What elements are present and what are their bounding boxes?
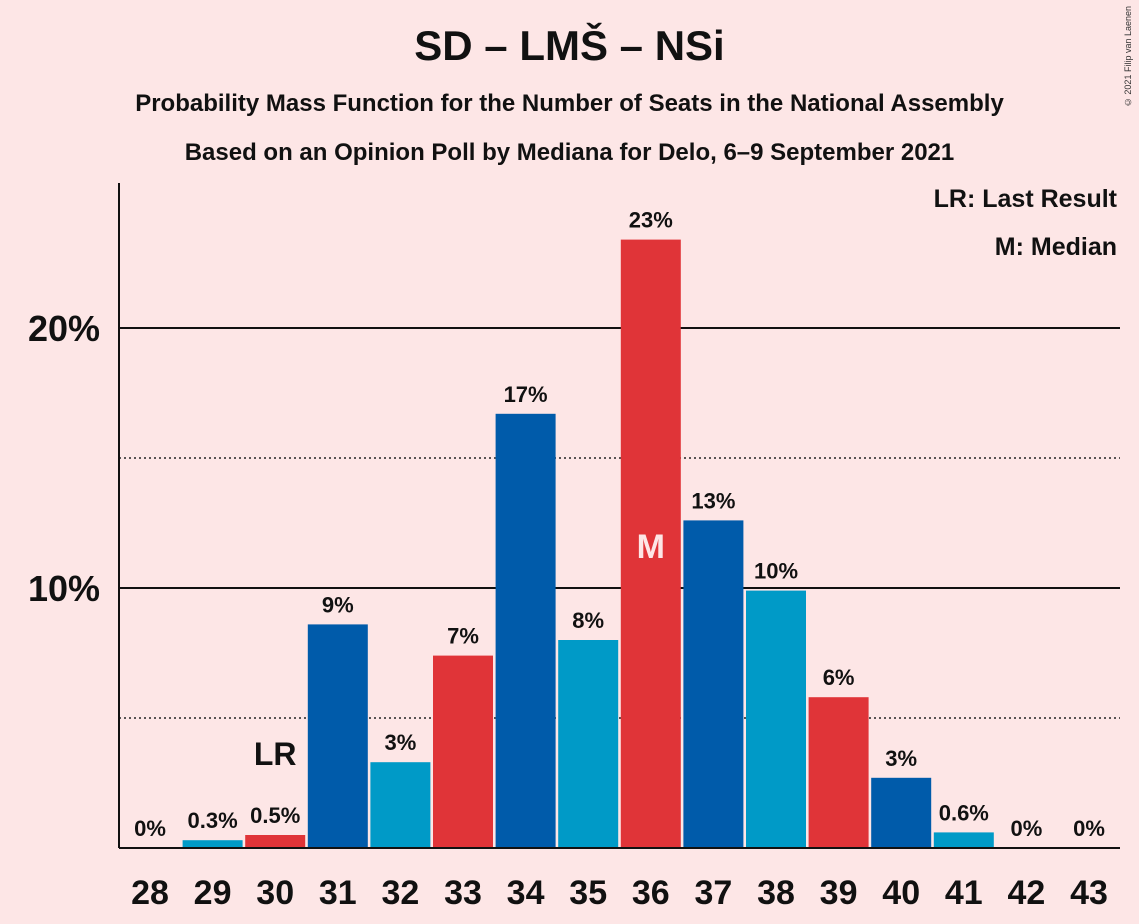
bar	[871, 777, 932, 848]
x-tick-label: 31	[319, 874, 357, 912]
value-label: 0%	[1011, 816, 1043, 841]
value-label: 0.3%	[188, 808, 238, 833]
bar	[683, 520, 744, 848]
legend-last-result: LR: Last Result	[933, 185, 1117, 213]
bar	[746, 590, 806, 848]
value-label: 7%	[447, 624, 479, 649]
value-label: 13%	[691, 488, 735, 513]
x-tick-label: 33	[444, 874, 482, 912]
value-label: 9%	[322, 592, 354, 617]
x-tick-label: 32	[381, 874, 419, 912]
bar	[558, 640, 619, 848]
y-tick-label: 10%	[28, 568, 100, 609]
chart-title: SD – LMŠ – NSi	[414, 22, 725, 69]
bars	[182, 239, 994, 849]
value-label: 0.5%	[250, 803, 300, 828]
x-tick-label: 43	[1070, 874, 1108, 912]
value-label: 17%	[504, 382, 548, 407]
value-label: 10%	[754, 559, 798, 584]
x-tick-label: 34	[507, 874, 545, 912]
y-tick-label: 20%	[28, 308, 100, 349]
bar	[370, 762, 431, 848]
x-tick-label: 28	[131, 874, 169, 912]
value-label: 6%	[823, 665, 855, 690]
x-tick-label: 29	[194, 874, 232, 912]
last-result-marker: LR	[254, 736, 297, 772]
x-tick-label: 36	[632, 874, 670, 912]
x-tick-label: 39	[820, 874, 858, 912]
value-label: 23%	[629, 208, 673, 233]
value-label: 3%	[385, 730, 417, 755]
bar	[620, 239, 681, 849]
axes: 10% 20% 28 29 30 31 32 33 34 35 36 37 38 39 40 41 42 43	[28, 183, 1120, 912]
x-tick-label: 40	[882, 874, 920, 912]
value-label: 0.6%	[939, 800, 989, 825]
chart-subtitle: Probability Mass Function for the Number…	[135, 90, 1004, 117]
bar	[933, 832, 994, 848]
gridlines	[119, 327, 1120, 719]
x-tick-label: 37	[694, 874, 732, 912]
value-label: 0%	[134, 816, 166, 841]
x-tick-label: 38	[757, 874, 795, 912]
bar	[433, 655, 493, 848]
x-tick-label: 42	[1007, 874, 1045, 912]
bar	[245, 835, 306, 848]
x-tick-label: 41	[945, 874, 983, 912]
value-label-backing	[610, 201, 691, 236]
median-marker: M	[637, 528, 665, 566]
x-tick-label: 35	[569, 874, 607, 912]
value-label: 3%	[885, 746, 917, 771]
bar	[808, 697, 869, 848]
bar	[495, 413, 556, 848]
legend-median: M: Median	[994, 233, 1117, 261]
chart-source: Based on an Opinion Poll by Mediana for …	[184, 139, 955, 166]
labels: 0% 0.3% 0.5% 9% 3% 7% 17% 8% 23% 13% 10% 6% 3% 0.6% 0%…	[134, 201, 1105, 841]
x-tick-label: 30	[256, 874, 294, 912]
bar	[307, 624, 368, 848]
value-label: 8%	[572, 608, 604, 633]
value-label: 0%	[1073, 816, 1105, 841]
bar	[182, 840, 243, 848]
